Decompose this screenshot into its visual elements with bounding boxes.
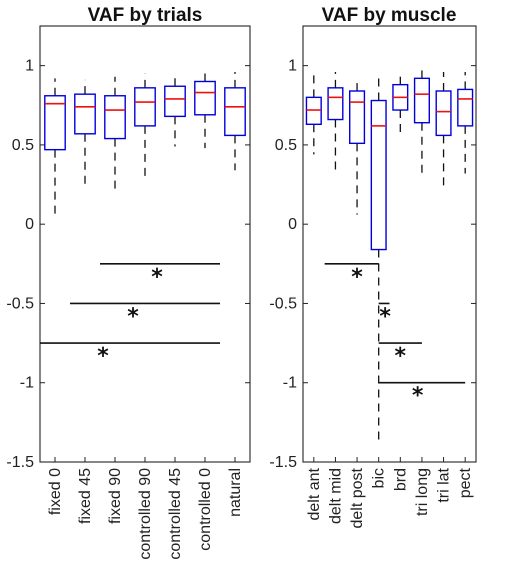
box-controlled-90 [134, 73, 156, 177]
box-tri-lat [435, 71, 452, 187]
y-tick-label: 0.5 [275, 137, 297, 154]
x-tick-label: controlled 45 [167, 468, 184, 560]
box-iqr [74, 93, 96, 135]
significance-star: * [151, 265, 163, 290]
y-tick-label: -0.5 [269, 295, 297, 312]
y-tick-label: -0.5 [6, 295, 34, 312]
chart-title: VAF by trials [88, 5, 203, 26]
x-tick-label: delt ant [306, 467, 323, 520]
significance-star: * [127, 304, 139, 329]
y-tick-label: 0 [288, 216, 297, 233]
box-delt-ant [305, 73, 322, 155]
box-iqr [370, 99, 387, 251]
x-tick-label: fixed 45 [77, 468, 94, 524]
significance-star: * [97, 344, 109, 369]
box-brd [392, 75, 409, 137]
box-bic [370, 75, 387, 440]
panel-vaf-by-trials: VAF by trials -1.5 -1 -0.5 0 0.5 1 fixed 0 fixe… [6, 5, 251, 560]
x-tick-label: tri lat [436, 467, 453, 502]
box-controlled-0 [194, 70, 216, 149]
box-iqr [104, 95, 126, 140]
x-tick-label: bic [371, 468, 388, 488]
box-fixed-0 [44, 78, 66, 220]
x-tick-label: pect [457, 467, 474, 498]
chart-title: VAF by muscle [322, 5, 457, 26]
box-iqr [349, 90, 366, 145]
significance-star: * [351, 265, 363, 290]
significance-star: * [379, 304, 391, 329]
x-tick-label: tri long [414, 468, 431, 516]
box-tri-long [413, 70, 430, 174]
x-tick-label: delt post [349, 467, 366, 528]
x-tick-label: delt mid [327, 468, 344, 524]
x-tick-label: controlled 0 [197, 468, 214, 551]
x-tick-label: fixed 90 [107, 468, 124, 524]
plot-area: -1.5 -1 -0.5 0 0.5 1 delt ant delt mid delt post… [269, 25, 477, 528]
x-tick-label: brd [392, 468, 409, 491]
y-tick-label: -1.5 [6, 454, 34, 471]
y-tick-label: -1 [20, 375, 34, 392]
box-iqr [134, 87, 156, 127]
y-tick-label: 1 [288, 58, 297, 75]
box-fixed-45 [74, 79, 96, 188]
box-iqr [327, 87, 344, 121]
y-tick-label: -1.5 [269, 454, 297, 471]
box-iqr [413, 77, 430, 124]
significance-star: * [412, 384, 424, 409]
box-pect [457, 71, 474, 174]
box-iqr [435, 90, 452, 137]
x-tick-label: fixed 0 [47, 468, 64, 515]
box-fixed-90 [104, 76, 126, 193]
box-iqr [457, 88, 474, 127]
box-delt-post [349, 83, 366, 215]
y-tick-label: 1 [25, 58, 34, 75]
box-controlled-45 [164, 73, 186, 147]
box-natural [224, 71, 246, 171]
x-tick-label: natural [227, 468, 244, 517]
box-iqr [194, 80, 216, 116]
y-tick-label: 0 [25, 216, 34, 233]
axes-frame [302, 25, 477, 463]
significance-star: * [395, 344, 407, 369]
plot-area: -1.5 -1 -0.5 0 0.5 1 fixed 0 fixed 45 fixed 90 co… [6, 25, 251, 560]
box-iqr [224, 87, 246, 137]
x-tick-label: controlled 90 [137, 468, 154, 560]
y-tick-label: -1 [283, 375, 297, 392]
box-delt-mid [327, 71, 344, 171]
box-iqr [164, 85, 186, 118]
y-tick-label: 0.5 [12, 137, 34, 154]
box-iqr [44, 95, 66, 151]
